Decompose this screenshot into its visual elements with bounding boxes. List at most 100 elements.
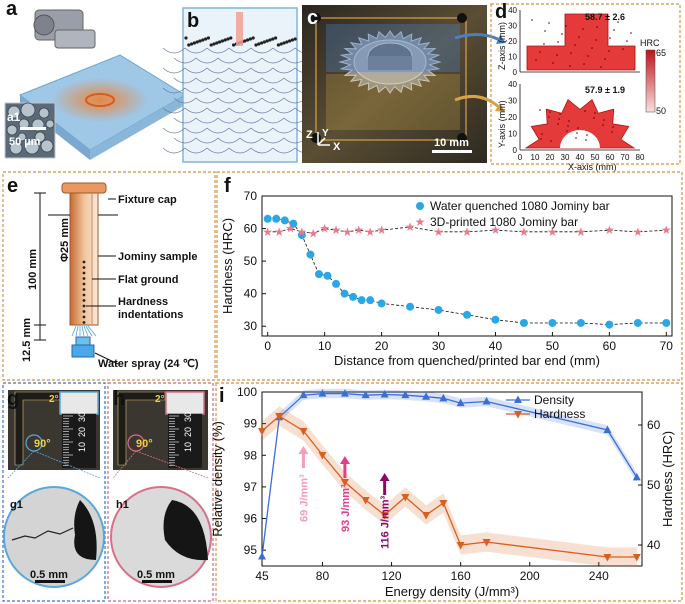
scale-arc bbox=[195, 77, 219, 84]
x-tick-label: 200 bbox=[520, 569, 540, 583]
hardness-region-bottom bbox=[524, 98, 636, 149]
scale-arc bbox=[272, 67, 296, 74]
indent-point bbox=[594, 112, 596, 114]
panel-f: 0 10 20 30 40 50 60 70 30 40 50 60 70 Distance from q… bbox=[216, 171, 683, 381]
colorbar-title: HRC bbox=[640, 38, 660, 48]
data-point: ★ bbox=[262, 225, 273, 239]
legend-marker bbox=[514, 395, 522, 403]
scale-arc bbox=[228, 147, 252, 154]
data-point bbox=[280, 216, 289, 225]
powder-particle bbox=[40, 139, 54, 153]
data-point bbox=[491, 315, 500, 324]
x-tick-label: 40 bbox=[489, 339, 503, 353]
indent-point bbox=[549, 111, 551, 113]
leader-water bbox=[94, 352, 119, 365]
data-point bbox=[380, 390, 389, 398]
tick-label: 20 bbox=[546, 153, 555, 162]
indent-point bbox=[574, 44, 576, 46]
indent-point bbox=[608, 50, 610, 52]
data-point bbox=[519, 318, 528, 327]
ruler-label: 10 bbox=[77, 442, 87, 452]
sub-label-g1: g1 bbox=[10, 499, 23, 511]
scale-arc bbox=[261, 77, 285, 84]
powder-dot bbox=[282, 41, 286, 45]
inset-top-g bbox=[59, 391, 99, 415]
scale-arc bbox=[228, 87, 252, 94]
angle-label-g: 90° bbox=[34, 438, 51, 450]
scale-label-c: 10 mm bbox=[434, 137, 469, 149]
indent-point bbox=[583, 63, 585, 65]
x-tick-label: 20 bbox=[375, 339, 389, 353]
x-tick-label: 120 bbox=[382, 569, 402, 583]
indent-point bbox=[586, 134, 588, 136]
scale-arc bbox=[239, 97, 263, 104]
data-point: ★ bbox=[405, 220, 416, 234]
data-point bbox=[662, 318, 671, 327]
water-spray bbox=[71, 325, 97, 337]
x-axis-label: Distance from quenched/printed bar end (… bbox=[334, 353, 600, 368]
scale-arc bbox=[250, 147, 274, 154]
indent-point bbox=[552, 62, 554, 64]
data-point bbox=[456, 398, 465, 407]
y-tick-label: 70 bbox=[244, 189, 258, 203]
powder-dot bbox=[271, 37, 275, 41]
powder-dot bbox=[260, 41, 264, 45]
indent-point bbox=[539, 51, 541, 53]
hardness-region-top bbox=[526, 13, 636, 71]
bottom-mean-value: 57.9 ± 1.9 bbox=[585, 85, 625, 95]
legend-marker bbox=[514, 411, 522, 419]
powder-dot bbox=[220, 39, 224, 43]
powder-dot bbox=[288, 39, 292, 43]
scale-arc bbox=[272, 47, 296, 54]
recoater-body bbox=[54, 29, 96, 49]
data-point: ★ bbox=[604, 223, 615, 237]
indent-point bbox=[587, 55, 589, 57]
legend-marker: ★ bbox=[415, 215, 426, 229]
tick-label: 20 bbox=[508, 37, 517, 46]
data-point bbox=[332, 279, 341, 288]
scale-arc bbox=[206, 107, 230, 114]
scale-bar-a1 bbox=[20, 127, 46, 130]
dark-region-h1 bbox=[163, 500, 208, 561]
ruler-label: 10 bbox=[183, 442, 193, 452]
scale-arc bbox=[173, 77, 197, 84]
y2-tick-label: 50 bbox=[647, 478, 661, 492]
ruler-h bbox=[168, 414, 202, 468]
powder-dot bbox=[246, 38, 250, 42]
angle-top-g: 2° bbox=[49, 394, 59, 405]
powder-dot bbox=[290, 38, 294, 42]
indent-point bbox=[585, 139, 587, 141]
x-tick-label: 240 bbox=[589, 569, 609, 583]
scale-arc bbox=[228, 47, 252, 54]
panel-label-e: e bbox=[7, 175, 18, 197]
panel-i-frame bbox=[215, 382, 683, 602]
dark-region-g1 bbox=[74, 500, 97, 560]
tick-label: 60 bbox=[606, 153, 615, 162]
data-point bbox=[357, 296, 366, 305]
scale-arc bbox=[272, 87, 296, 94]
powder-dot bbox=[243, 39, 247, 43]
y-tick-label: 40 bbox=[244, 287, 258, 301]
tick-label: 40 bbox=[576, 153, 585, 162]
gear bbox=[338, 30, 442, 94]
data-point bbox=[439, 393, 448, 402]
top-highlight bbox=[326, 24, 460, 72]
scale-arc bbox=[195, 137, 219, 144]
arrow-to-d-top bbox=[454, 33, 501, 42]
data-point: ★ bbox=[661, 223, 672, 237]
data-point bbox=[297, 231, 306, 240]
powder-layer bbox=[184, 36, 297, 47]
colorbar bbox=[645, 49, 656, 113]
ruler-ticks-h: 10 20 30 bbox=[169, 412, 193, 466]
panel-a: a a1 50 µm bbox=[4, 0, 186, 160]
scale-arc bbox=[173, 137, 197, 144]
scale-arc bbox=[206, 67, 230, 74]
data-point: ★ bbox=[331, 223, 342, 237]
legend-label: Water quenched 1080 Jominy bar bbox=[430, 199, 610, 213]
indent-point bbox=[602, 124, 604, 126]
powder-dot bbox=[198, 39, 202, 43]
indent-point bbox=[626, 40, 628, 42]
indent-point bbox=[565, 25, 567, 27]
scale-arc bbox=[162, 47, 186, 54]
indent-point bbox=[548, 22, 550, 24]
